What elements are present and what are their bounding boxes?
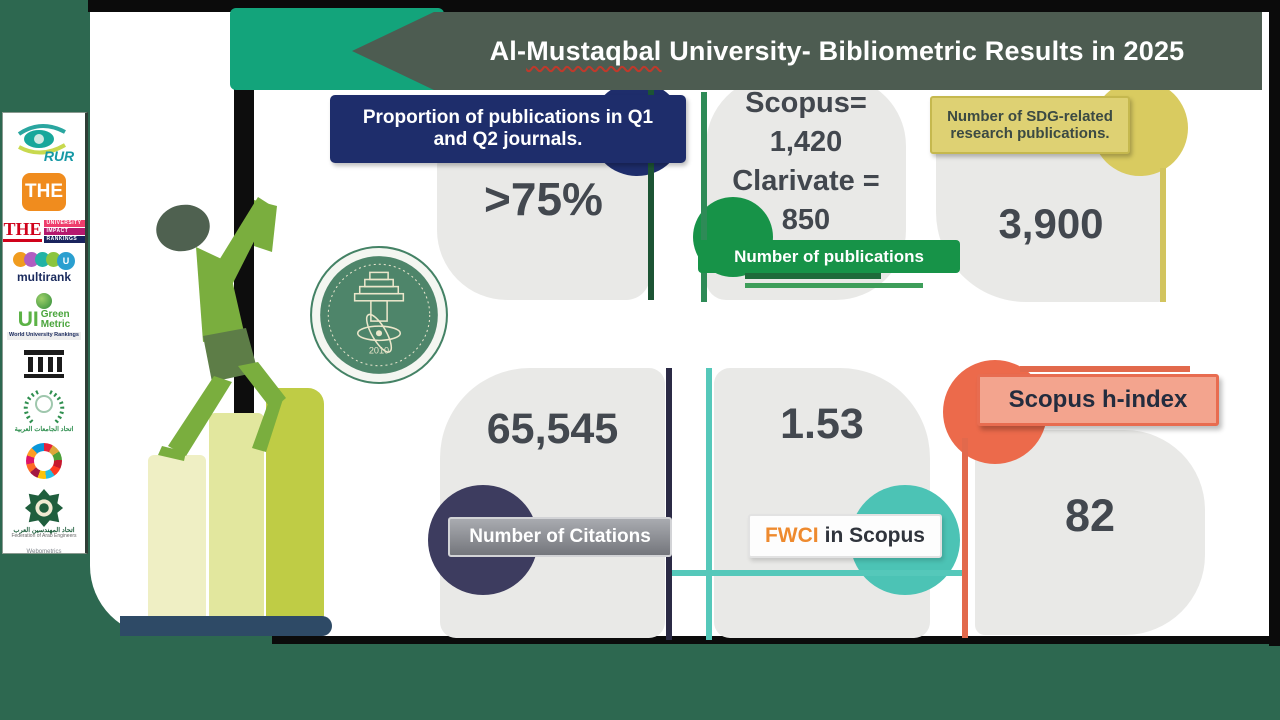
citations-value: 65,545 <box>486 405 619 453</box>
fwci-badge-strong: FWCI <box>764 524 819 547</box>
accent-line-navy <box>666 368 672 640</box>
rur-eye-icon <box>17 124 67 155</box>
publications-line4: 850 <box>781 204 831 236</box>
greenmetric-line1: Green <box>40 309 70 321</box>
fwci-badge: FWCI in Scopus <box>748 514 942 558</box>
accent-line-dark-green <box>648 90 654 300</box>
university-logo: 2010 <box>310 246 448 384</box>
publications-values: Scopus= 1,420 Clarivate = 850 <box>706 84 906 240</box>
greenmetric-globe-icon <box>35 293 52 310</box>
the-impact-line2: IMPACT <box>43 227 85 236</box>
rur-label: RUR <box>43 148 75 164</box>
accent-line-green <box>701 92 707 302</box>
greenmetric-line2: Metric <box>40 319 71 331</box>
chart-bar-3 <box>266 388 324 618</box>
logo-rur: RUR <box>13 121 75 164</box>
logo-the: THE <box>22 172 66 211</box>
publications-line2: 1,420 <box>769 126 843 158</box>
the-label: THE <box>22 172 66 211</box>
logo-arab-universities-union: اتحاد الجامعات العربية <box>14 388 74 434</box>
logo-multirank: U multirank <box>13 252 75 284</box>
the-impact-line1: UNIVERSITY <box>43 219 85 227</box>
multirank-circles-icon: U <box>13 252 75 271</box>
citations-badge: Number of Citations <box>448 517 672 557</box>
q1q2-label: Proportion of publications in Q1 and Q2 … <box>330 95 686 163</box>
logo-columns-building <box>22 349 66 379</box>
the-impact-line3: RANKINGS <box>43 236 85 244</box>
fwci-badge-rest: in Scopus <box>824 524 925 547</box>
logo-greenmetric: UI Green Metric World University Rankings <box>7 293 81 340</box>
publications-line1: Scopus= <box>745 87 867 119</box>
fwci-value: 1.53 <box>780 400 864 448</box>
chart-bar-1 <box>148 455 206 618</box>
accent-hline-green-2 <box>745 283 923 288</box>
sdg-value: 3,900 <box>998 200 1104 247</box>
greenmetric-tagline: World University Rankings <box>7 332 81 340</box>
footer-bar: WWW WWW.UOMUS.EDU.IQ ✆ 6163 الأولـــى عل… <box>0 644 1280 720</box>
engineers-label-en: Federation of Arab Engineers <box>11 533 77 540</box>
engineers-star-icon <box>24 488 64 527</box>
publications-badge: Number of publications <box>698 240 960 273</box>
greenmetric-ui: UI <box>17 308 39 332</box>
columns-icon <box>24 349 64 378</box>
chart-base-bar <box>120 616 332 636</box>
climbing-person-illustration <box>156 197 286 461</box>
publications-line3: Clarivate = <box>732 165 880 197</box>
title-post: University- Bibliometric Results in 2025 <box>661 35 1185 66</box>
arab-universities-label: اتحاد الجامعات العربية <box>14 425 74 433</box>
hindex-badge: Scopus h-index <box>977 374 1219 426</box>
accent-hline-teal <box>672 570 964 576</box>
bottom-black-line <box>272 636 1269 644</box>
title-pre: Al- <box>489 35 527 66</box>
title-banner: Al-Mustaqbal University- Bibliometric Re… <box>352 12 1262 90</box>
card-hindex <box>975 430 1205 635</box>
q1q2-value: >75% <box>484 172 603 225</box>
rankings-sidebar: RUR THE THE UNIVERSITY IMPACT RANKINGS U… <box>2 112 88 554</box>
page-title: Al-Mustaqbal University- Bibliometric Re… <box>490 36 1185 67</box>
the-impact-label: THE <box>3 219 42 242</box>
title-highlight: Mustaqbal <box>526 35 662 66</box>
engineers-label-ar: اتحاد المهندسين العرب <box>13 526 75 534</box>
logo-webometrics: Webometrics RANKING WEB OF UNIVERSITIES <box>3 548 85 554</box>
multirank-label: multirank <box>16 270 71 285</box>
sdg-label: Number of SDG-related research publicati… <box>930 96 1130 154</box>
webometrics-tagline: Webometrics <box>26 548 62 554</box>
hindex-value: 82 <box>1064 490 1116 541</box>
logo-the-impact: THE UNIVERSITY IMPACT RANKINGS <box>3 219 85 244</box>
accent-line-yellow <box>1160 168 1166 302</box>
accent-hline-salmon <box>1020 366 1190 372</box>
laurel-wreath-icon <box>23 390 65 424</box>
logo-federation-arab-engineers: اتحاد المهندسين العرب Federation of Arab… <box>11 488 77 540</box>
sdg-wheel-icon <box>26 442 62 479</box>
accent-line-salmon <box>962 438 968 638</box>
accent-line-teal <box>706 368 712 640</box>
accent-hline-green-1 <box>745 272 881 279</box>
right-black-bar <box>1269 0 1280 646</box>
emblem-year: 2010 <box>369 346 389 356</box>
logo-sdg-wheel <box>26 442 62 479</box>
